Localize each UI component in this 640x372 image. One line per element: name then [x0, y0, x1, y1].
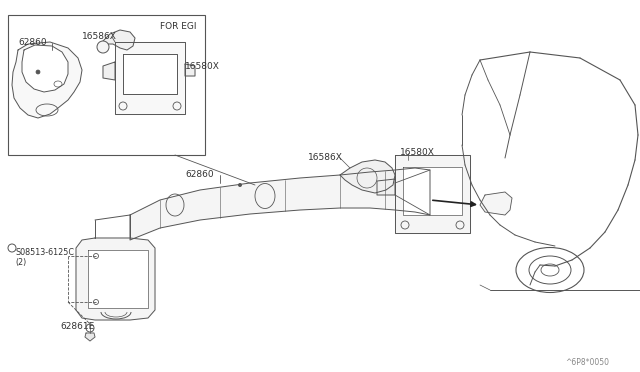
Text: 62860: 62860 [18, 38, 47, 47]
Text: 16580X: 16580X [185, 62, 220, 71]
Polygon shape [130, 168, 430, 240]
Circle shape [238, 183, 242, 187]
Circle shape [97, 41, 109, 53]
Text: FOR EGI: FOR EGI [160, 22, 196, 31]
Polygon shape [480, 192, 512, 215]
Bar [8, 15, 205, 155]
Text: 16586X: 16586X [308, 153, 343, 162]
Circle shape [36, 70, 40, 74]
Polygon shape [88, 250, 148, 308]
Polygon shape [100, 30, 135, 50]
Text: ^6P8*0050: ^6P8*0050 [565, 358, 609, 367]
Text: 62860: 62860 [185, 170, 214, 179]
Polygon shape [377, 179, 395, 195]
Polygon shape [103, 62, 115, 80]
Polygon shape [85, 333, 95, 341]
Text: 16580X: 16580X [400, 148, 435, 157]
Polygon shape [76, 238, 155, 320]
Polygon shape [395, 155, 470, 233]
Polygon shape [403, 167, 462, 215]
Polygon shape [22, 45, 68, 92]
Text: S08513-6125C
(2): S08513-6125C (2) [15, 248, 74, 267]
Polygon shape [12, 42, 82, 118]
Polygon shape [340, 160, 395, 193]
Text: 16586X: 16586X [82, 32, 117, 41]
Polygon shape [185, 64, 195, 76]
Polygon shape [123, 54, 177, 94]
Text: 62861E: 62861E [60, 322, 94, 331]
Polygon shape [115, 42, 185, 114]
